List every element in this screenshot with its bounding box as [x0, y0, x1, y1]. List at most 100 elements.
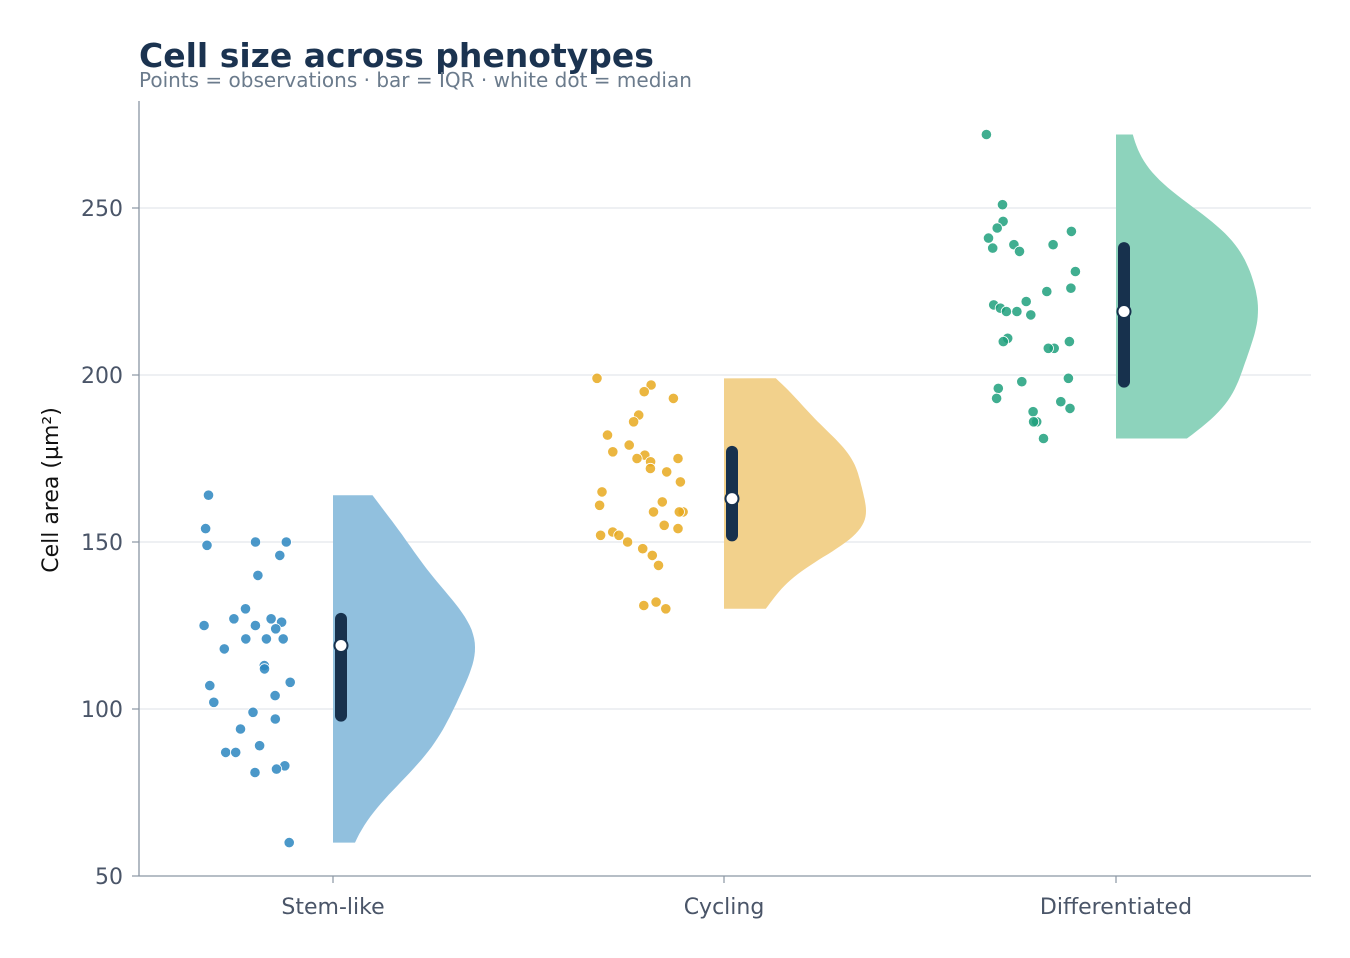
data-point	[997, 335, 1009, 348]
data-point	[645, 379, 657, 391]
data-point	[218, 643, 230, 655]
data-point	[208, 696, 220, 708]
data-point	[283, 836, 295, 849]
data-point	[1013, 245, 1026, 257]
data-point	[1065, 282, 1077, 294]
data-point	[1011, 305, 1023, 318]
data-point	[1062, 372, 1075, 384]
data-point	[270, 763, 283, 775]
data-point	[982, 232, 995, 244]
data-point	[656, 496, 668, 508]
data-point	[593, 499, 606, 511]
data-point	[991, 222, 1003, 234]
axes: 50 100 150 200 250 Stem-like Cycling Differenti…	[81, 101, 1311, 920]
data-point	[260, 633, 272, 645]
violin-layer	[333, 134, 1258, 843]
data-point	[990, 392, 1003, 404]
median-dot	[724, 491, 740, 507]
data-point	[239, 603, 252, 615]
data-point	[594, 529, 607, 541]
data-point	[637, 543, 649, 555]
data-point	[200, 522, 212, 535]
data-point	[1063, 335, 1076, 348]
data-point	[623, 439, 635, 451]
data-point	[1000, 305, 1013, 318]
data-point	[646, 549, 658, 562]
y-tick-label: 150	[81, 531, 123, 556]
data-point	[1016, 376, 1028, 388]
data-point	[674, 476, 687, 488]
data-point	[280, 536, 292, 548]
data-point	[992, 382, 1004, 394]
data-point	[220, 746, 232, 759]
data-point	[672, 522, 684, 535]
data-point	[658, 519, 670, 531]
data-point	[652, 559, 665, 572]
data-point	[1065, 225, 1078, 237]
data-point	[252, 569, 264, 582]
data-point	[1020, 295, 1032, 308]
data-point	[230, 746, 242, 759]
data-point	[277, 633, 289, 645]
data-point	[638, 599, 650, 612]
data-point	[627, 416, 640, 428]
data-point	[249, 536, 262, 548]
data-point	[249, 766, 261, 779]
data-point	[269, 713, 281, 725]
y-tick-label: 100	[81, 698, 123, 723]
data-point	[202, 489, 215, 501]
chart-title: Cell size across phenotypes	[139, 36, 654, 75]
data-point	[204, 679, 216, 692]
data-point	[613, 529, 625, 541]
data-point	[234, 723, 247, 735]
data-point	[660, 603, 672, 615]
data-point	[284, 676, 296, 688]
data-point	[621, 536, 634, 548]
data-point	[1047, 239, 1059, 251]
data-point	[667, 392, 680, 404]
data-point	[274, 549, 286, 562]
data-point	[607, 446, 619, 458]
x-tick-label: Cycling	[684, 895, 765, 920]
data-point	[638, 386, 650, 398]
data-point	[601, 429, 614, 441]
data-point	[996, 199, 1009, 211]
data-point	[240, 633, 252, 645]
data-point	[650, 596, 662, 608]
y-tick-label: 250	[81, 197, 123, 222]
data-point	[1028, 416, 1040, 428]
data-point	[673, 506, 685, 518]
data-point	[254, 740, 266, 752]
data-point	[1064, 402, 1076, 414]
x-tick-label: Stem-like	[281, 895, 384, 920]
data-point	[247, 706, 259, 718]
data-point	[1042, 342, 1054, 354]
data-point	[647, 506, 660, 518]
data-point	[591, 372, 603, 384]
median-dot	[333, 638, 349, 654]
data-point	[1069, 265, 1082, 278]
data-point	[201, 539, 213, 551]
data-point	[980, 128, 993, 141]
data-point	[631, 452, 643, 465]
data-point	[672, 452, 684, 465]
data-point	[1037, 432, 1050, 445]
data-point	[1025, 309, 1037, 321]
iqr-layer	[333, 242, 1132, 722]
data-point	[270, 623, 282, 635]
data-point	[661, 466, 673, 478]
data-point	[1055, 396, 1067, 408]
data-point	[269, 689, 281, 702]
data-point	[596, 486, 608, 498]
violin-differentiated	[1116, 134, 1258, 439]
median-dot	[1116, 304, 1132, 320]
data-point	[987, 242, 999, 254]
chart-subtitle: Points = observations · bar = IQR · whit…	[139, 68, 692, 92]
data-point	[198, 619, 210, 632]
violin-stem-like	[333, 495, 475, 843]
data-point	[228, 613, 240, 625]
data-point	[644, 462, 657, 475]
x-tick-label: Differentiated	[1040, 895, 1192, 920]
